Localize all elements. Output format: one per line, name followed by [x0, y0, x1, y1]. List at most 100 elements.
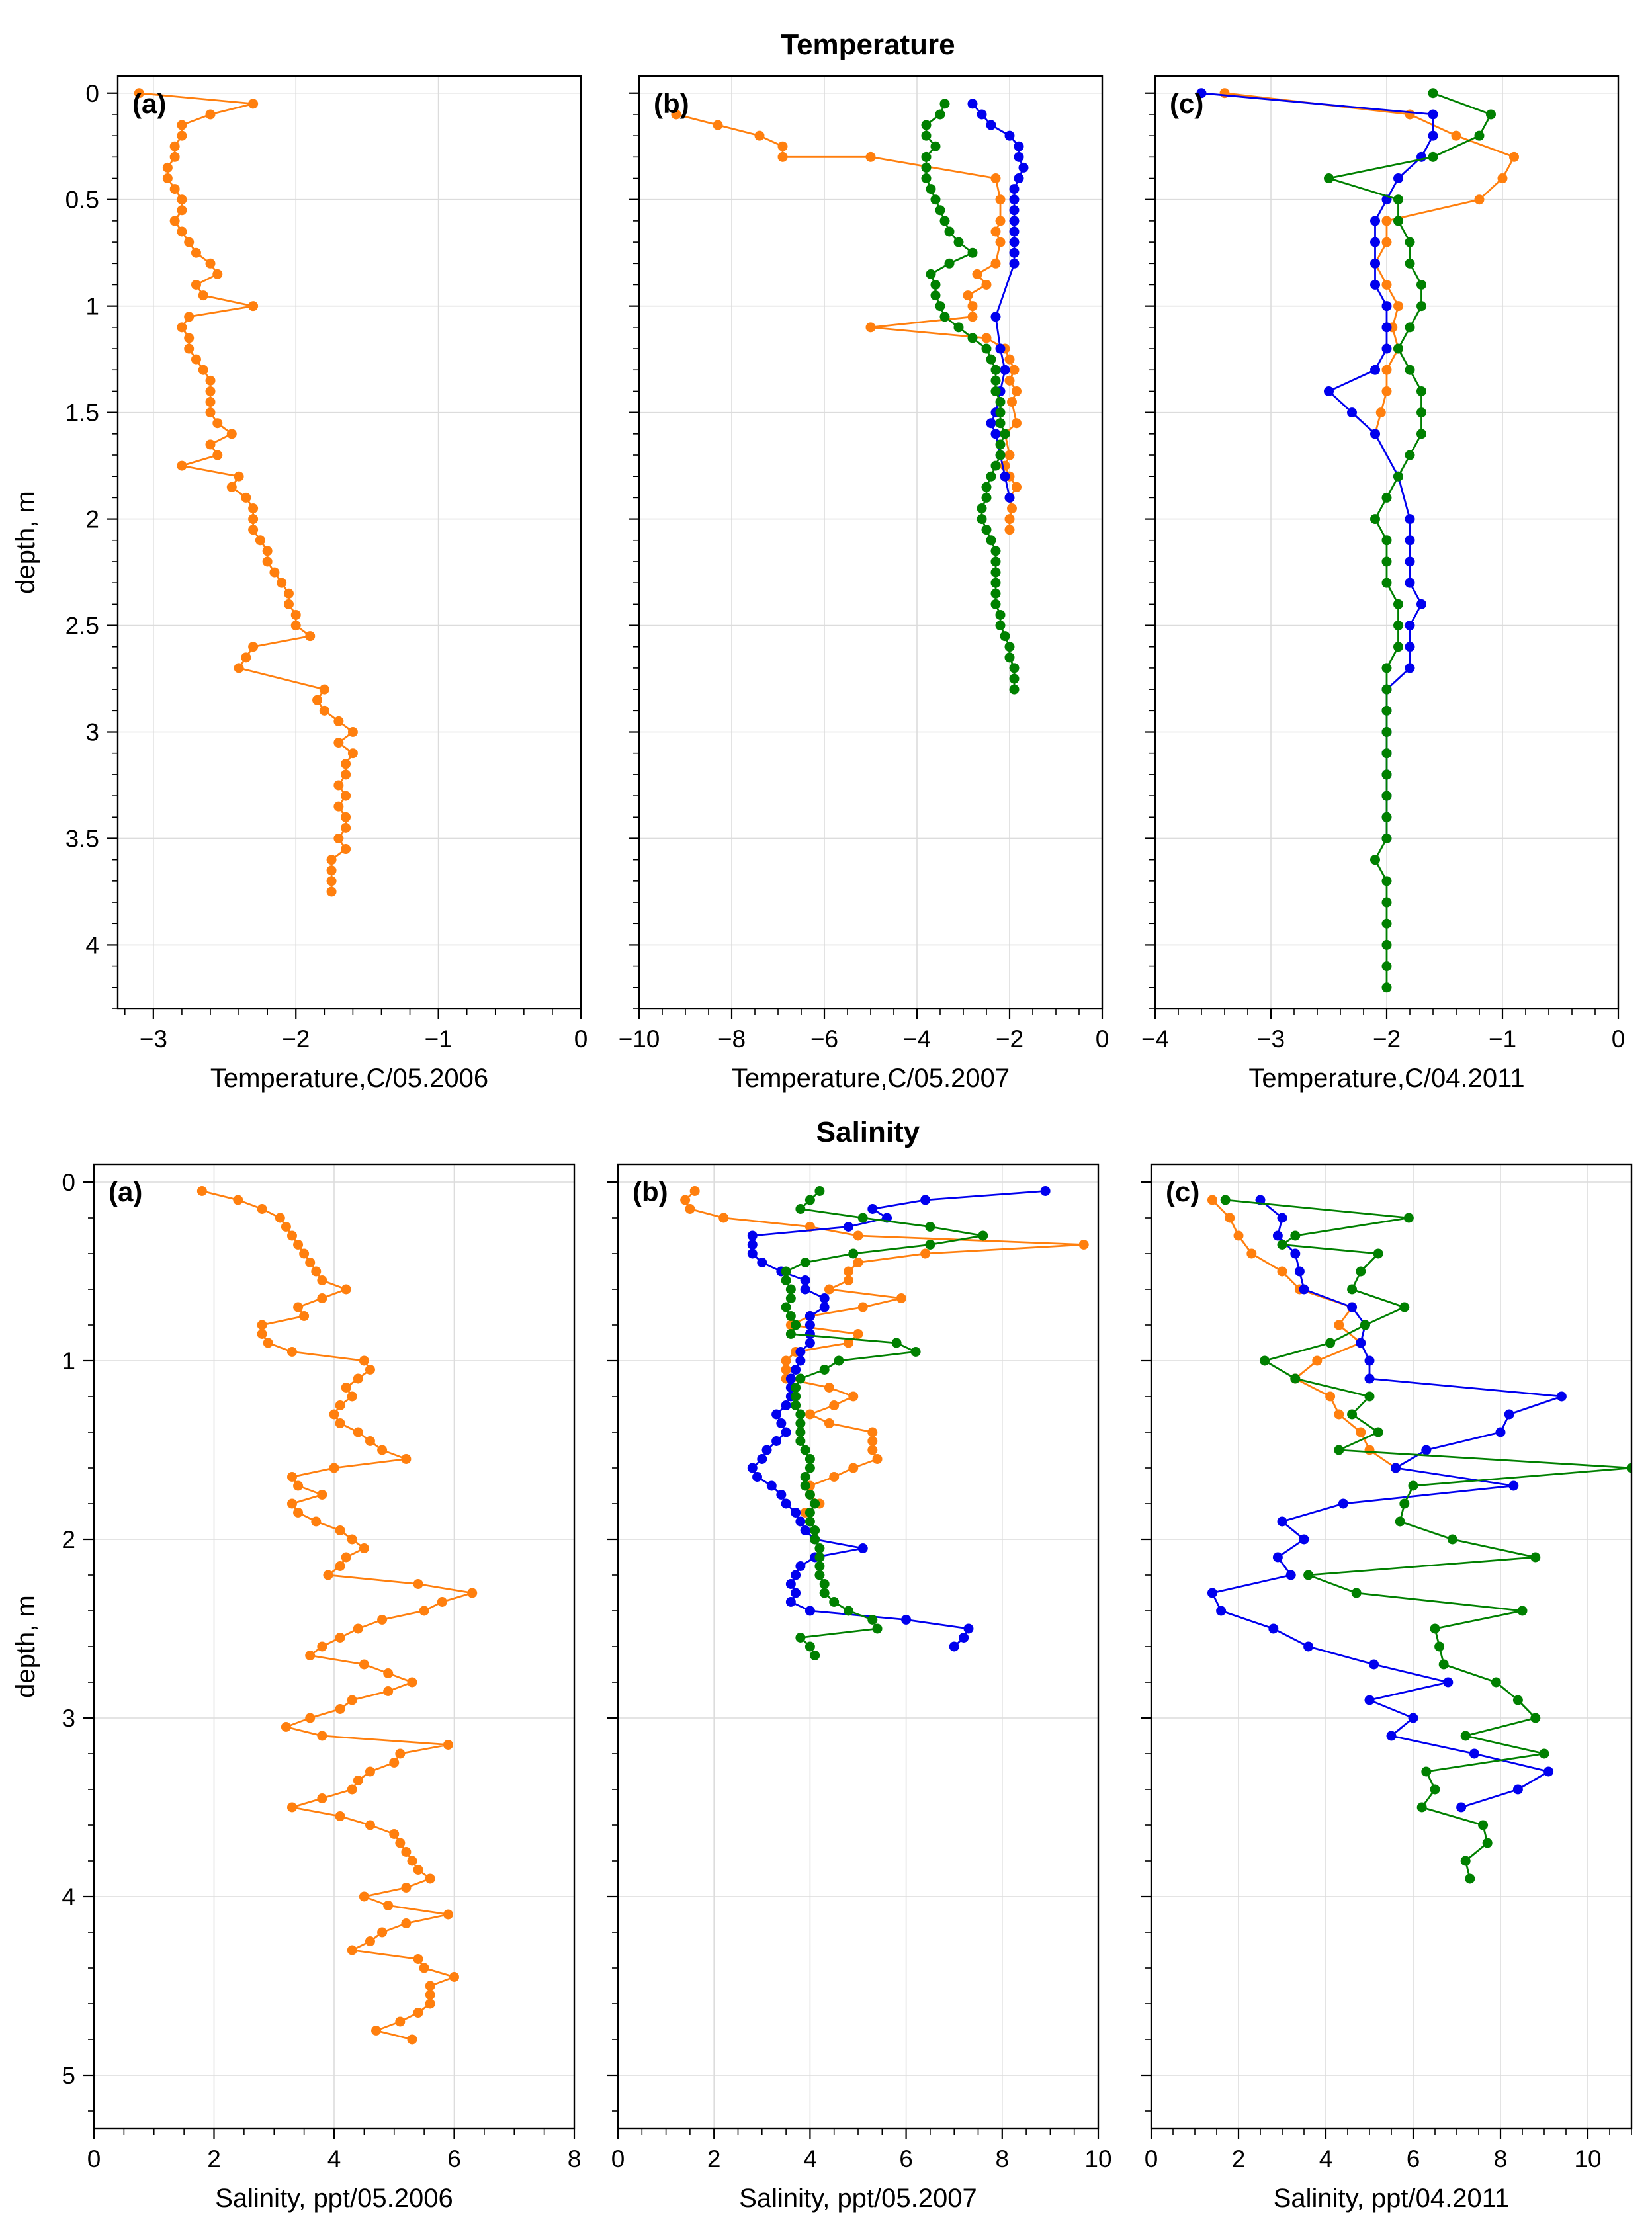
data-point — [990, 365, 1001, 375]
data-point — [1381, 535, 1392, 546]
data-point — [791, 1588, 801, 1598]
data-point — [1370, 429, 1380, 439]
data-point — [257, 1320, 267, 1330]
data-point — [995, 407, 1006, 418]
data-point — [1428, 109, 1438, 120]
data-point — [341, 1284, 351, 1295]
data-point — [1004, 525, 1015, 535]
data-point — [377, 1445, 388, 1455]
data-point — [819, 1302, 830, 1312]
panel-temp_a: −3 −2 −1 0 0 0.5 1 1.5 2 2.5 3 3.5 4 (a) Temperature,C… — [11, 75, 587, 1093]
data-point — [1356, 1427, 1366, 1437]
data-point — [335, 1704, 345, 1714]
data-point — [401, 1883, 412, 1893]
panel-label: (b) — [632, 1176, 668, 1207]
data-point — [814, 1561, 825, 1571]
data-point — [986, 354, 996, 365]
data-point — [341, 769, 351, 780]
data-point — [347, 1695, 357, 1705]
data-point — [395, 1748, 406, 1759]
data-point — [1486, 109, 1496, 120]
data-point — [286, 1472, 297, 1482]
data-point — [810, 1525, 820, 1535]
data-point — [1285, 1570, 1296, 1580]
data-point — [995, 343, 1006, 354]
data-point — [926, 184, 936, 194]
data-point — [329, 1409, 339, 1420]
data-point — [347, 1945, 357, 1955]
y-tick-label: 3 — [85, 719, 99, 746]
data-point — [810, 1651, 820, 1660]
data-point — [1416, 279, 1426, 290]
data-point — [1009, 258, 1020, 269]
data-point — [319, 705, 329, 716]
data-point — [1370, 365, 1380, 375]
data-point — [1626, 1463, 1631, 1473]
data-point — [1207, 1195, 1217, 1205]
data-point — [804, 1195, 815, 1205]
data-point — [419, 1606, 429, 1616]
data-point — [333, 801, 344, 812]
data-point — [804, 1516, 815, 1527]
data-point — [795, 1516, 806, 1527]
data-point — [843, 1338, 853, 1348]
x-tick-label: −2 — [1373, 1025, 1401, 1052]
data-point — [1399, 1302, 1410, 1312]
data-point — [241, 492, 251, 503]
data-point — [1009, 247, 1020, 258]
data-point — [1393, 194, 1403, 205]
data-point — [281, 1222, 291, 1232]
data-point — [921, 151, 932, 162]
data-point — [795, 1427, 806, 1437]
data-point — [359, 1891, 369, 1902]
data-point — [804, 1508, 815, 1518]
data-point — [757, 1258, 767, 1267]
data-point — [1260, 1355, 1270, 1366]
data-point — [359, 1355, 369, 1366]
data-point — [1393, 173, 1403, 184]
data-point — [317, 1275, 327, 1285]
data-point — [1460, 1856, 1471, 1866]
data-point — [1405, 642, 1415, 652]
data-point — [671, 109, 681, 120]
data-point — [1381, 961, 1392, 972]
data-point — [972, 269, 982, 279]
y-tick-label: 1 — [62, 1348, 75, 1375]
data-point — [1456, 1802, 1467, 1813]
data-point — [1405, 322, 1415, 333]
data-point — [1000, 429, 1010, 439]
data-point — [353, 1623, 363, 1634]
data-point — [1428, 151, 1438, 162]
data-point — [311, 1516, 322, 1527]
data-point — [333, 780, 344, 791]
x-tick-label: 6 — [447, 2145, 461, 2172]
data-point — [949, 1641, 959, 1652]
data-point — [800, 1525, 810, 1535]
data-point — [1007, 503, 1017, 513]
data-point — [747, 1240, 758, 1250]
data-point — [1381, 833, 1392, 843]
data-point — [1364, 1355, 1375, 1366]
data-point — [1381, 748, 1392, 759]
data-point — [981, 279, 992, 290]
data-point — [853, 1329, 863, 1339]
data-point — [785, 1329, 796, 1339]
data-point — [1012, 386, 1022, 396]
x-axis-label: Salinity, ppt/05.2007 — [739, 2184, 977, 2213]
data-point — [857, 1213, 868, 1223]
data-point — [248, 525, 259, 535]
data-point — [1303, 1570, 1314, 1580]
data-point — [781, 1427, 791, 1437]
data-point — [359, 1543, 369, 1553]
data-point — [795, 1373, 806, 1384]
x-axis-label: Salinity, ppt/04.2011 — [1274, 2184, 1510, 2213]
data-point — [177, 205, 187, 216]
data-point — [317, 1793, 327, 1803]
data-point — [1207, 1588, 1217, 1598]
data-point — [995, 621, 1006, 631]
data-point — [872, 1454, 883, 1464]
data-point — [317, 1641, 327, 1652]
data-point — [843, 1275, 853, 1285]
data-point — [1360, 1320, 1370, 1330]
data-point — [205, 375, 216, 386]
